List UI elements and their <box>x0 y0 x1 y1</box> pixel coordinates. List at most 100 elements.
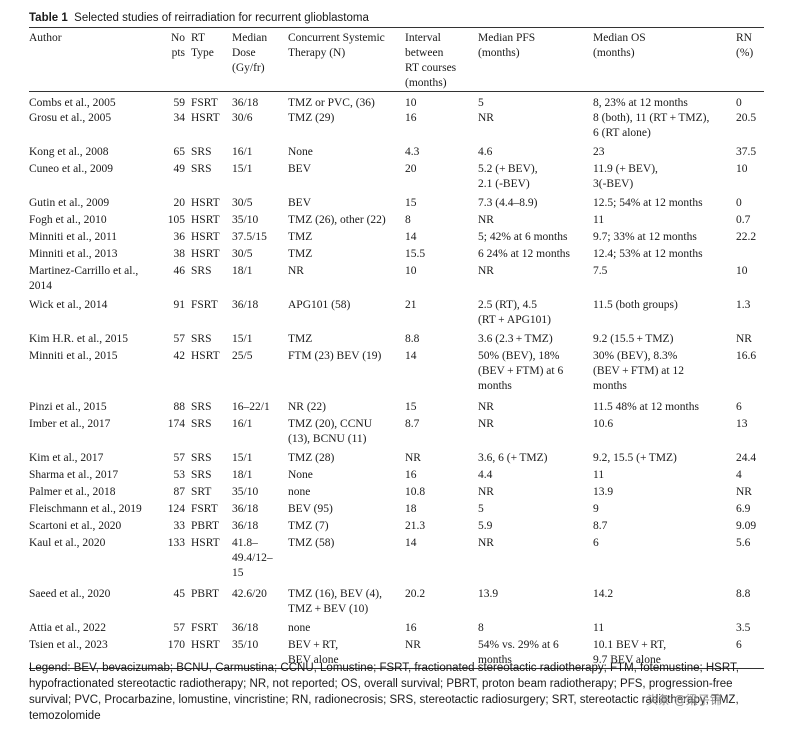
cell-therapy: TMZ (16), BEV (4), TMZ + BEV (10) <box>288 587 405 621</box>
cell-rt: HSRT <box>191 639 220 651</box>
cell-author: Fogh et al., 2010 <box>29 213 160 230</box>
cell-os: 11 <box>593 621 736 638</box>
cell-line: 16–22/1 <box>232 401 270 413</box>
cell-rt: HSRT <box>191 537 220 549</box>
cell-author: Palmer et al., 2018 <box>29 485 160 502</box>
cell-therapy: TMZ <box>288 230 405 247</box>
cell-interval: 8 <box>405 214 411 226</box>
legend-line: temozolomide <box>29 710 101 722</box>
cell-dose: 41.8– 49.4/12– 15 <box>232 536 288 587</box>
cell-line: 35/10 <box>232 639 259 651</box>
cell-pfs: NR <box>478 417 593 451</box>
cell-therapy: TMZ <box>288 247 405 264</box>
table-header: Author No pts RT Type Median Dose (Gy/fr) Concur… <box>29 28 764 92</box>
cell-line: 36/18 <box>232 97 259 109</box>
cell-line: Minniti et al., 2011 <box>29 231 118 243</box>
cell-line: BEV alone <box>288 654 339 666</box>
table-row: Gutin et al., 2009 20 HSRT 30/5 BEV 15 7.3 (4.… <box>29 196 764 213</box>
cell-author: Cuneo et al., 2009 <box>29 162 160 196</box>
cell-os: 10.6 <box>593 417 736 451</box>
cell-interval: 18 <box>405 503 417 515</box>
cell-therapy: TMZ (29) <box>288 111 405 145</box>
cell-line: TMZ (58) <box>288 537 335 549</box>
header-line: (%) <box>736 47 754 59</box>
cell-therapy: BEV (95) <box>288 502 405 519</box>
cell-line: 11 <box>593 469 605 481</box>
cell-line: Minniti et al., 2015 <box>29 350 118 362</box>
cell-line: (RT + APG101) <box>478 314 552 326</box>
header-line: No <box>170 32 185 44</box>
cell-pfs: 7.3 (4.4–8.9) <box>478 196 593 213</box>
cell-pts: 33 <box>173 520 186 532</box>
cell-line: 16/1 <box>232 146 253 158</box>
header-rn: RN (%) <box>736 28 764 92</box>
cell-pts: 45 <box>173 588 186 600</box>
cell-os: 11 <box>593 213 736 230</box>
cell-pts: 34 <box>173 112 186 124</box>
cell-line: 30/5 <box>232 197 253 209</box>
table-row: Kim H.R. et al., 2015 57 SRS 15/1 TMZ 8.8 3.6 … <box>29 332 764 349</box>
cell-line: 9.2 (15.5 + TMZ) <box>593 333 674 345</box>
cell-therapy: none <box>288 485 405 502</box>
cell-os: 9.7; 33% at 12 months <box>593 230 736 247</box>
table-caption: Selected studies of reirradiation for re… <box>74 12 369 24</box>
header-line: Interval <box>405 32 441 44</box>
cell-pts: 105 <box>167 214 185 226</box>
cell-line: 30% (BEV), 8.3% <box>593 350 678 362</box>
cell-pts: 59 <box>173 97 186 109</box>
cell-pfs: 3.6 (2.3 + TMZ) <box>478 332 593 349</box>
cell-rn: 0 <box>736 97 742 109</box>
cell-line: Attia et al., 2022 <box>29 622 106 634</box>
cell-interval: 16 <box>405 112 417 124</box>
cell-pfs: 50% (BEV), 18% (BEV + FTM) at 6 months <box>478 349 593 400</box>
table-row: Sharma et al., 2017 53 SRS 18/1 None 16 4.4 11 4 <box>29 468 764 485</box>
header-rt-type: RT Type <box>191 28 232 92</box>
cell-line: 6 <box>593 537 599 549</box>
cell-dose: 35/10 <box>232 638 288 668</box>
cell-os: 30% (BEV), 8.3% (BEV + FTM) at 12 months <box>593 349 736 400</box>
cell-interval: 14 <box>405 231 417 243</box>
cell-rn: 10 <box>736 163 748 175</box>
cell-line: 8 (both), 11 (RT + TMZ), <box>593 112 710 124</box>
cell-therapy: TMZ or PVC, (36) <box>288 92 405 111</box>
cell-line: 8, 23% at 12 months <box>593 97 688 109</box>
table-row: Minniti et al., 2011 36 HSRT 37.5/15 TMZ 14 5;… <box>29 230 764 247</box>
cell-line: 23 <box>593 146 605 158</box>
cell-line: 15/1 <box>232 163 253 175</box>
cell-pfs: 5 <box>478 92 593 111</box>
cell-line: Combs et al., 2005 <box>29 97 116 109</box>
cell-line: none <box>288 486 311 498</box>
table-row: Minniti et al., 2015 42 HSRT 25/5 FTM (23) B… <box>29 349 764 400</box>
cell-os: 11.5 48% at 12 months <box>593 400 736 417</box>
cell-rt: FSRT <box>191 97 218 109</box>
cell-line: TMZ (26), other (22) <box>288 214 386 226</box>
cell-os: 13.9 <box>593 485 736 502</box>
cell-pts: 174 <box>167 418 185 430</box>
cell-therapy: FTM (23) BEV (19) <box>288 349 405 400</box>
cell-line: TMZ (28) <box>288 452 335 464</box>
cell-pts: 57 <box>173 452 186 464</box>
cell-line: 2014 <box>29 280 52 292</box>
table-row: Kong et al., 2008 65 SRS 16/1 None 4.3 4.6 23 37… <box>29 145 764 162</box>
cell-line: 36/18 <box>232 503 259 515</box>
cell-line: 50% (BEV), 18% <box>478 350 560 362</box>
cell-interval: NR <box>405 639 421 651</box>
cell-line: 11.9 (+ BEV), <box>593 163 658 175</box>
cell-line: months <box>593 380 627 392</box>
cell-pfs: 3.6, 6 (+ TMZ) <box>478 451 593 468</box>
cell-rn: 37.5 <box>736 146 757 158</box>
header-line: (months) <box>405 77 447 89</box>
cell-rn: 10 <box>736 265 748 277</box>
cell-rt: SRS <box>191 333 212 345</box>
cell-therapy: TMZ (28) <box>288 451 405 468</box>
cell-author: Gutin et al., 2009 <box>29 196 160 213</box>
cell-rt: HSRT <box>191 248 220 260</box>
cell-line: Gutin et al., 2009 <box>29 197 110 209</box>
cell-author: Fleischmann et al., 2019 <box>29 502 160 519</box>
watermark: 头条 @梁子锦 <box>646 693 722 707</box>
cell-line: 41.8– <box>232 537 258 549</box>
cell-os: 12.4; 53% at 12 months <box>593 247 736 264</box>
cell-line: Pinzi et al., 2015 <box>29 401 107 413</box>
cell-rt: PBRT <box>191 520 220 532</box>
cell-interval: 15 <box>405 401 417 413</box>
